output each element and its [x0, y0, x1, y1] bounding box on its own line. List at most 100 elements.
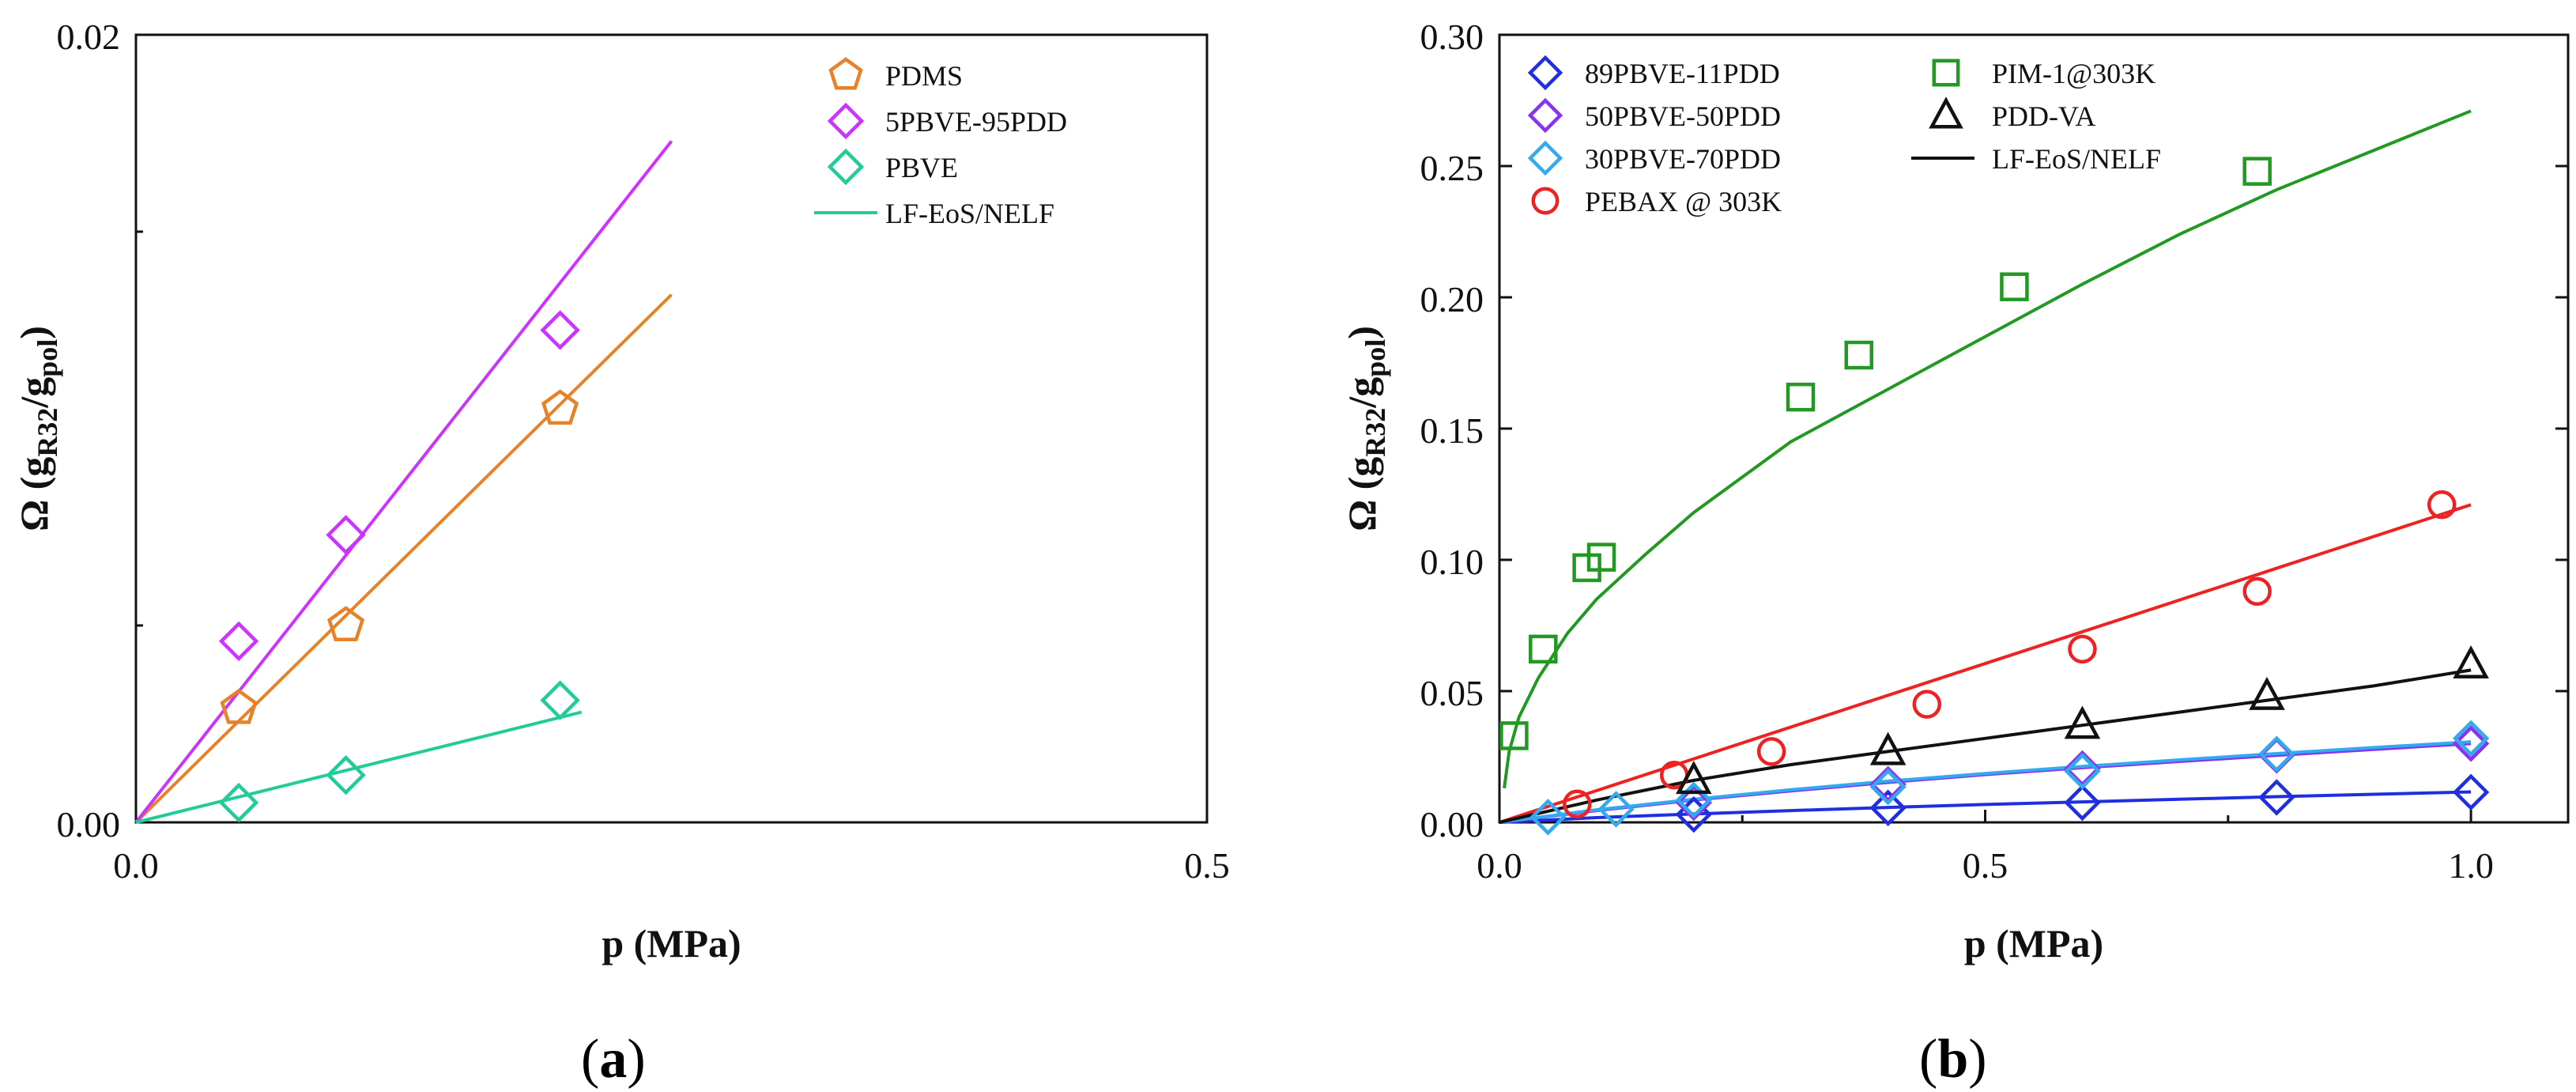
panel-b-y-tick-label: 0.25: [1420, 148, 1484, 188]
panel-b-point-pim-1-303k-7: [2242, 157, 2272, 186]
panel-b-point-50pbve-50pdd-2: [2064, 750, 2101, 788]
panel-b-caption-letter: b: [1937, 1029, 1969, 1090]
panel-b-legend-marker-pim-1-303k: [1932, 59, 1960, 87]
panel-b-legend-label-50pbve-50pdd: 50PBVE-50PDD: [1585, 100, 1781, 132]
panel-a-point-pbve-1: [326, 755, 366, 795]
panel-b-point-30pbve-70pdd-0: [1529, 799, 1567, 836]
panel-b-point-30pbve-70pdd-6: [2452, 720, 2490, 757]
panel-a-y-axis-label: Ω (gR32/gpol): [12, 326, 63, 531]
panel-b-point-pdd-va-2: [2064, 705, 2101, 739]
panel-a-point-pdms-2: [541, 389, 579, 425]
panel-b-point-pdd-va-1: [1869, 731, 1907, 765]
panel-a-point-pbve-0: [218, 782, 259, 823]
panel-a-legend-marker-5pbve-95pdd: [827, 102, 865, 140]
panel-b-y-tick-label: 0.05: [1420, 673, 1484, 713]
panel-b-point-89pbve-11pdd-3: [2258, 779, 2295, 816]
panel-b-point-pebax-303k-5: [2242, 576, 2272, 606]
panel-a-y-tick-label: 0.02: [57, 17, 121, 57]
panel-b-x-axis-label: p (MPa): [1964, 921, 2103, 965]
panel-b-point-pebax-303k-3: [1912, 690, 1942, 719]
panel-b-legend-label-89pbve-11pdd: 89PBVE-11PDD: [1585, 58, 1780, 89]
panel-b-y-axis-label-part: pol: [1360, 339, 1391, 377]
panel-a-point-5pbve-95pdd-0: [218, 621, 259, 662]
panel-b-y-tick-label: 0.10: [1420, 542, 1484, 582]
panel-a-point-pdms-0: [220, 688, 258, 724]
panel-b-point-89pbve-11pdd-2: [2064, 784, 2101, 822]
panel-b-legend-marker-pdd-va: [1929, 96, 1963, 129]
panel-b-point-89pbve-11pdd-4: [2452, 773, 2490, 811]
panel-b-point-30pbve-70pdd-1: [1597, 791, 1635, 828]
panel-b-point-pim-1-303k-1: [1529, 634, 1558, 664]
panel-b-point-50pbve-50pdd-0: [1675, 784, 1713, 822]
panel-b-y-tick-label: 0.15: [1420, 410, 1484, 451]
panel-a-x-tick-label: 0.5: [1184, 845, 1230, 886]
panel-b-fit-line-30pbve-70pdd: [1499, 740, 2472, 824]
panel-b-point-pim-1-303k-4: [1786, 382, 1816, 412]
panel-b-legend-label-pim-1-303k: PIM-1@303K: [1992, 58, 2155, 89]
panel-b-point-50pbve-50pdd-4: [2452, 725, 2490, 762]
panel-a-y-tick-label: 0.00: [57, 804, 121, 845]
panel-b-fit-line-89pbve-11pdd: [1499, 790, 2472, 824]
panel-b-x-tick-label: 1.0: [2448, 845, 2494, 886]
panel-b-legend-label-pdd-va: PDD-VA: [1992, 100, 2095, 132]
panel-a-y-axis-label-part: pol: [32, 339, 63, 377]
panel-b-point-50pbve-50pdd-1: [1869, 765, 1907, 803]
panel-b-legend-marker-50pbve-50pdd: [1527, 97, 1563, 134]
panel-b-legend-marker-30pbve-70pdd: [1527, 140, 1563, 176]
panel-b-y-tick-label: 0.30: [1420, 17, 1484, 57]
panel-b-point-pdd-va-0: [1676, 761, 1712, 795]
panel-b-fit-line-pdd-va: [1499, 668, 2472, 824]
panel-a-y-axis-label-part: ): [12, 326, 56, 339]
panel-b-legend-label-30pbve-70pdd: 30PBVE-70PDD: [1585, 143, 1781, 175]
panel-a-legend-label-5pbve-95pdd: 5PBVE-95PDD: [885, 106, 1067, 138]
panel-a-point-pdms-1: [327, 606, 365, 642]
panel-b-x-tick-label: 0.0: [1477, 845, 1522, 886]
panel-a-legend-label-pbve: PBVE: [885, 152, 958, 183]
panel-b-point-pim-1-303k-0: [1499, 721, 1529, 750]
panel-b-point-pdd-va-4: [2453, 645, 2489, 679]
panel-a-point-5pbve-95pdd-1: [326, 515, 366, 555]
panel-b-legend-label-pebax-303k: PEBAX @ 303K: [1585, 186, 1782, 217]
panel-a-caption-letter: a: [599, 1029, 628, 1090]
panel-b-legend-marker-89pbve-11pdd: [1527, 55, 1563, 91]
panel-b-y-axis-label-part: Ω (g: [1340, 457, 1384, 531]
panel-a-caption: (a): [581, 1029, 646, 1090]
panel-b-point-pdd-va-3: [2249, 676, 2285, 710]
panel-a-legend-label-lf-eos-nelf: LF-EoS/NELF: [885, 198, 1054, 229]
panel-b-point-pim-1-303k-2: [1572, 553, 1601, 583]
panel-b-point-pebax-303k-2: [1756, 737, 1786, 766]
panel-a-x-tick-label: 0.0: [113, 845, 159, 886]
panel-b-point-pim-1-303k-3: [1586, 542, 1616, 572]
panel-b-point-30pbve-70pdd-3: [1869, 768, 1907, 806]
panel-b-point-89pbve-11pdd-1: [1869, 789, 1907, 826]
panel-b-y-tick-label: 0.20: [1420, 279, 1484, 319]
panel-a-legend-label-pdms: PDMS: [885, 60, 963, 92]
panel-b-y-axis-label: Ω (gR32/gpol): [1340, 326, 1391, 531]
panel-a-point-5pbve-95pdd-2: [540, 310, 580, 350]
panel-a-fit-line-5pbve-95pdd: [134, 140, 673, 824]
panel-b-point-pebax-303k-4: [2068, 634, 2097, 664]
panel-b-x-tick-label: 0.5: [1963, 845, 2008, 886]
panel-a-legend-marker-pdms: [828, 57, 863, 90]
panel-b-legend-label-lf-eos-nelf: LF-EoS/NELF: [1992, 143, 2161, 175]
panel-a-y-axis-label-part: R32: [32, 408, 63, 457]
panel-b-y-axis-label-part: R32: [1360, 408, 1391, 457]
panel-b-point-pim-1-303k-5: [1844, 340, 1874, 370]
panel-b-fit-line-pim-1-303k: [1503, 109, 2472, 789]
panel-a-fit-line-pdms: [134, 293, 673, 824]
panel-a-plot-frame: [134, 33, 1209, 824]
panel-a-point-pbve-2: [540, 680, 580, 720]
panel-a-y-axis-label-part: Ω (g: [12, 457, 56, 531]
panel-a-legend-marker-pbve: [827, 148, 865, 186]
panel-b-point-30pbve-70pdd-2: [1675, 781, 1713, 818]
panel-b-point-pebax-303k-6: [2427, 490, 2457, 520]
panel-b-y-tick-label: 0.00: [1420, 804, 1484, 845]
panel-b-point-pim-1-303k-6: [2000, 272, 2029, 301]
panel-b-caption: (b): [1919, 1029, 1987, 1090]
panel-b-point-pebax-303k-0: [1563, 789, 1592, 819]
panel-a-x-axis-label: p (MPa): [602, 921, 741, 965]
panel-a-fit-line-pbve: [135, 710, 583, 824]
panel-b-legend-marker-pebax-303k: [1531, 187, 1560, 215]
panel-b-y-axis-label-part: /g: [1340, 377, 1384, 409]
